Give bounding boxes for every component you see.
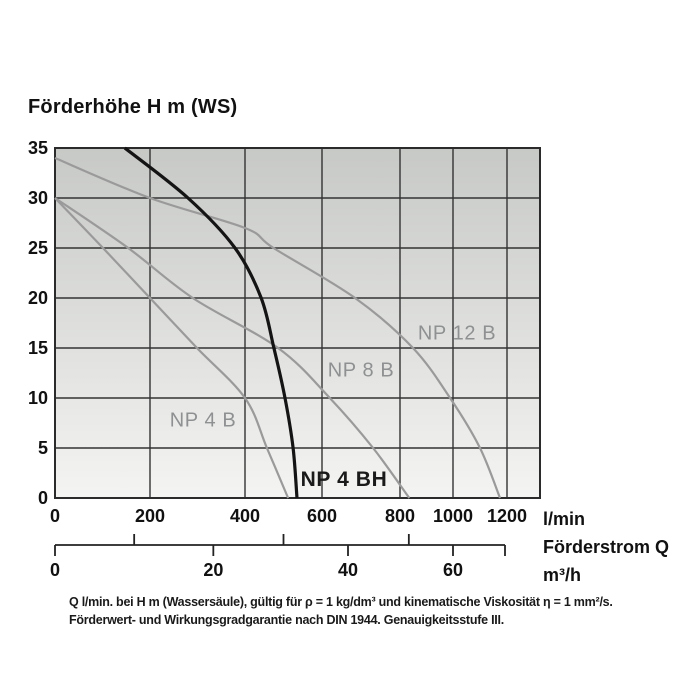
x-tick-label-m3h: 20 <box>203 560 224 580</box>
footnote-line-2: Förderwert- und Wirkungsgradgarantie nac… <box>69 613 504 627</box>
y-tick-label: 25 <box>27 238 48 258</box>
curve-np-8-b <box>54 197 411 499</box>
plot-area <box>55 148 540 498</box>
y-tick-label: 10 <box>27 388 48 408</box>
x-tick-label-lmin: 800 <box>384 506 416 526</box>
chart-title: Förderhöhe H m (WS) <box>28 96 238 118</box>
plot-border <box>54 147 541 499</box>
curve-label-np-4-bh: NP 4 BH <box>300 468 388 491</box>
y-tick-label: 20 <box>27 288 48 308</box>
curve-np-4-b <box>54 197 290 499</box>
y-tick-label: 35 <box>27 138 48 158</box>
curve-label-np-8-b: NP 8 B <box>327 359 395 382</box>
x-tick-label-m3h: 40 <box>337 560 359 580</box>
y-tick-label: 30 <box>27 188 48 208</box>
x-tick-label-lmin: 400 <box>229 506 261 526</box>
x-tick-label-lmin: 1200 <box>486 506 528 526</box>
y-tick-label: 15 <box>27 338 48 358</box>
curve-np-4-bh <box>123 146 299 499</box>
x-tick-label-m3h: 60 <box>442 560 464 580</box>
x-unit-m3h: m³/h <box>543 565 581 585</box>
curve-label-np-4-b: NP 4 B <box>169 409 237 432</box>
y-tick-label: 0 <box>37 488 48 508</box>
x-unit-lmin: l/min <box>543 509 586 529</box>
x-tick-label-m3h: 0 <box>49 560 60 580</box>
curve-label-np-12-b: NP 12 B <box>417 322 497 345</box>
x-tick-label-lmin: 1000 <box>432 506 474 526</box>
x-tick-label-lmin: 600 <box>306 506 338 526</box>
curve-np-12-b <box>54 156 502 499</box>
x-tick-label-lmin: 200 <box>134 506 166 526</box>
y-tick-label: 5 <box>37 438 48 458</box>
footnote-line-1: Q l/min. bei H m (Wassersäule), gültig f… <box>69 595 613 609</box>
x-axis-title: Förderstrom Q <box>543 537 670 557</box>
x-tick-label-lmin: 0 <box>49 506 60 526</box>
